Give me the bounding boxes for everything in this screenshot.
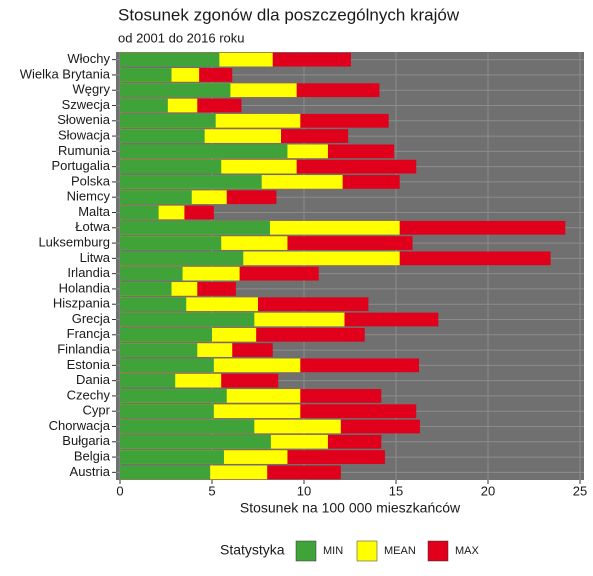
y-tick-label: Niemcy	[67, 189, 111, 204]
y-tick-label: Wielka Brytania	[20, 66, 111, 81]
bar	[120, 343, 198, 357]
y-tick-label: Czechy	[67, 387, 111, 402]
bar	[120, 450, 224, 464]
bar	[120, 419, 255, 434]
bar	[120, 465, 211, 480]
bar	[120, 312, 255, 327]
y-tick-label: Estonia	[67, 357, 111, 372]
y-tick-label: Irlandia	[67, 265, 110, 280]
bar	[120, 190, 192, 205]
y-tick-label: Luksemburg	[38, 235, 110, 250]
bar	[120, 251, 244, 266]
y-tick-label: Słowacja	[58, 128, 111, 143]
y-tick-label: Cypr	[83, 403, 111, 418]
y-tick-label: Węgry	[72, 82, 110, 97]
y-tick-label: Rumunia	[58, 143, 111, 158]
y-tick-label: Austria	[70, 464, 111, 479]
bar	[120, 266, 183, 281]
y-tick-label: Finlandia	[57, 342, 111, 357]
y-tick-label: Portugalia	[51, 158, 110, 173]
bar	[120, 220, 270, 235]
bar	[120, 358, 214, 373]
x-tick-label: 10	[297, 483, 311, 498]
bar	[120, 68, 172, 82]
bar	[120, 52, 220, 67]
bar	[120, 404, 214, 419]
y-tick-label: Słowenia	[57, 112, 111, 127]
y-tick-label: Litwa	[80, 250, 111, 265]
y-tick-label: Francja	[67, 326, 111, 341]
x-axis-label: Stosunek na 100 000 mieszkańców	[240, 500, 461, 516]
bar	[120, 236, 222, 250]
bar	[120, 98, 168, 113]
legend-swatch	[295, 540, 317, 562]
legend-label: MAX	[455, 545, 480, 557]
bar	[120, 434, 271, 449]
x-tick-label: 20	[481, 483, 495, 498]
y-tick-label: Malta	[78, 204, 111, 219]
bar	[120, 389, 227, 403]
x-tick-label: 25	[573, 483, 587, 498]
bar	[120, 175, 262, 189]
y-tick-label: Łotwa	[75, 219, 110, 234]
legend-label: MIN	[323, 545, 343, 557]
y-tick-label: Szwecja	[62, 97, 111, 112]
bar	[120, 297, 187, 312]
legend-swatch	[427, 540, 449, 562]
bar	[120, 113, 216, 128]
y-tick-label: Hiszpania	[53, 296, 111, 311]
legend-title: Statystyka	[220, 542, 285, 558]
y-tick-label: Bułgaria	[62, 433, 110, 448]
legend-swatch	[356, 540, 378, 562]
bar	[120, 327, 212, 342]
bar	[120, 282, 172, 296]
bar	[120, 83, 231, 98]
y-tick-label: Włochy	[67, 51, 110, 66]
y-tick-label: Polska	[71, 173, 111, 188]
legend-label: MEAN	[384, 545, 416, 557]
x-tick-label: 5	[208, 483, 215, 498]
chart-title: Stosunek zgonów dla poszczególnych krajó…	[118, 5, 460, 24]
bar	[120, 373, 176, 388]
y-tick-label: Holandia	[59, 280, 111, 295]
bar	[120, 144, 288, 159]
chart-subtitle: od 2001 do 2016 roku	[118, 30, 245, 45]
bar	[120, 159, 222, 174]
x-tick-label: 15	[389, 483, 403, 498]
y-tick-label: Chorwacja	[49, 418, 111, 433]
bar	[120, 129, 205, 143]
bar	[120, 205, 159, 220]
y-tick-label: Grecja	[72, 311, 111, 326]
y-tick-label: Belgia	[74, 449, 111, 464]
x-tick-label: 0	[116, 483, 123, 498]
y-tick-label: Dania	[76, 372, 111, 387]
